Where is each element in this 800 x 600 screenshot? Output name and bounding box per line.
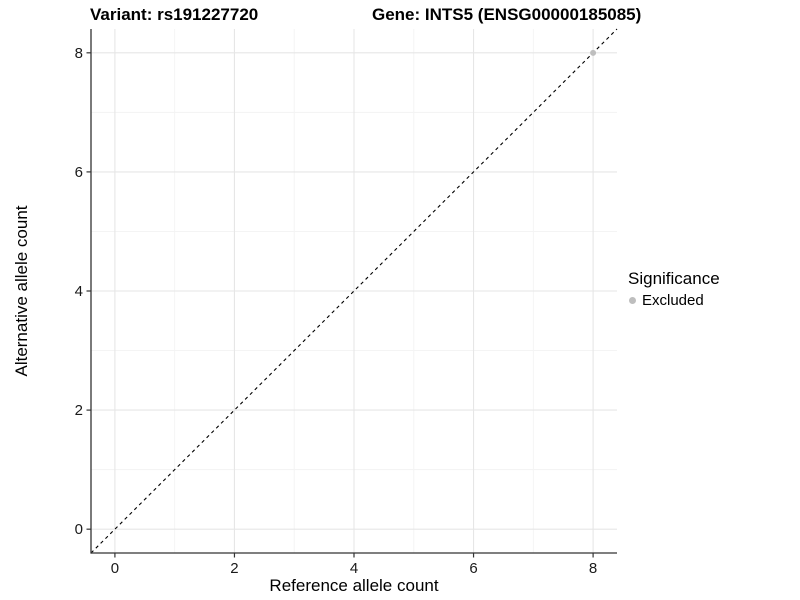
- legend: Significance Excluded: [628, 269, 720, 309]
- x-tick-label: 8: [589, 560, 597, 577]
- x-tick-label: 0: [111, 560, 119, 577]
- gene-title: Gene: INTS5 (ENSG00000185085): [372, 5, 642, 24]
- y-tick-label: 4: [75, 283, 83, 300]
- y-tick-label: 8: [75, 45, 83, 62]
- x-tick-label: 2: [230, 560, 238, 577]
- identity-line: [90, 28, 618, 554]
- x-axis-title: Reference allele count: [269, 576, 439, 595]
- legend-point-icon: [629, 297, 636, 304]
- legend-item-excluded: Excluded: [628, 292, 720, 309]
- legend-item-label: Excluded: [642, 292, 704, 309]
- y-axis-title: Alternative allele count: [12, 205, 31, 377]
- y-tick-label: 0: [75, 521, 83, 538]
- y-tick-label: 2: [75, 402, 83, 419]
- y-tick-label: 6: [75, 164, 83, 181]
- legend-title: Significance: [628, 269, 720, 288]
- x-tick-label: 6: [469, 560, 477, 577]
- variant-title: Variant: rs191227720: [90, 5, 259, 24]
- x-tick-label: 4: [350, 560, 358, 577]
- data-point: [590, 49, 597, 56]
